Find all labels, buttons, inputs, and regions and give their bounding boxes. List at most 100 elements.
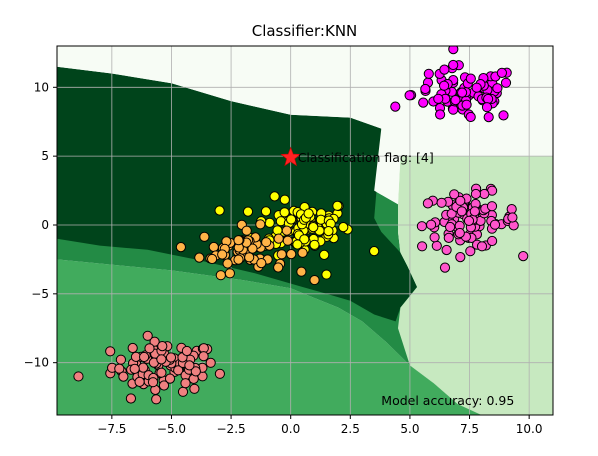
data-point-class-2 <box>255 219 266 230</box>
data-point-class-2 <box>273 233 284 244</box>
data-point-class-1 <box>269 191 280 202</box>
data-point-class-3 <box>422 198 433 209</box>
data-point-class-1 <box>214 205 225 216</box>
data-point-class-2 <box>194 252 205 263</box>
y-tick-label: −5 <box>31 287 49 301</box>
data-point-class-0 <box>127 342 138 354</box>
data-point-class-3 <box>441 244 452 256</box>
data-point <box>369 246 380 257</box>
data-point-class-1 <box>260 206 272 217</box>
data-point-class-2 <box>296 266 307 277</box>
data-point-class-2 <box>207 253 218 265</box>
data-point-class-0 <box>114 363 125 374</box>
data-point-class-4 <box>448 104 459 115</box>
data-point-class-4 <box>448 46 459 55</box>
data-point-class-1 <box>332 200 343 211</box>
query-point-star <box>280 146 302 167</box>
data-point-class-1 <box>264 217 275 228</box>
data-point-class-2 <box>241 225 252 236</box>
data-point <box>321 269 332 280</box>
data-point-class-0 <box>164 373 176 384</box>
data-point-class-3 <box>456 206 467 217</box>
data-point-class-1 <box>308 222 319 233</box>
data-point-class-0 <box>156 367 167 378</box>
x-tick-label: −5.0 <box>157 422 186 436</box>
data-point-class-2 <box>222 258 233 269</box>
data-point-class-4 <box>420 83 431 95</box>
data-point-class-0 <box>198 351 209 362</box>
x-tick-label: −2.5 <box>217 422 246 436</box>
data-point-class-3 <box>476 241 488 252</box>
data-point-class-4 <box>418 97 429 108</box>
data-point-class-4 <box>457 87 468 98</box>
axes-frame <box>56 45 554 416</box>
data-point-class-4 <box>439 64 450 75</box>
plot-area <box>57 46 553 415</box>
data-point-class-1 <box>279 207 290 218</box>
data-point-class-3 <box>455 252 466 263</box>
data-point-class-4 <box>450 95 461 106</box>
data-point-class-3 <box>417 241 428 252</box>
data-point-class-2 <box>215 270 226 281</box>
data-point-class-0 <box>214 368 225 379</box>
data-point-class-3 <box>486 201 498 212</box>
data-point-class-3 <box>479 188 490 200</box>
data-point-class-3 <box>429 232 440 243</box>
data-point <box>73 371 84 382</box>
data-point-class-0 <box>205 357 216 368</box>
data-point-class-1 <box>292 239 303 250</box>
data-point-class-4 <box>435 109 446 120</box>
data-point-class-1 <box>303 208 314 219</box>
data-point-class-4 <box>465 111 476 123</box>
data-point-class-3 <box>445 221 456 233</box>
data-point-class-1 <box>319 249 330 260</box>
classification-flag-label: Classification flag: [4] <box>298 150 434 165</box>
data-point-class-3 <box>454 227 465 239</box>
data-point-class-2 <box>199 231 210 242</box>
data-point-class-2 <box>247 243 258 254</box>
data-point-class-4 <box>404 90 415 101</box>
data-point-class-0 <box>118 371 129 382</box>
data-point-class-2 <box>286 249 297 260</box>
data-point-class-0 <box>139 351 150 363</box>
data-point-class-2 <box>256 258 267 269</box>
data-point-class-0 <box>115 354 127 365</box>
data-point-class-3 <box>489 219 501 230</box>
data-point-class-1 <box>323 226 334 237</box>
data-point-class-4 <box>471 82 482 93</box>
data-point-class-1 <box>279 194 290 205</box>
data-point-class-3 <box>426 219 437 230</box>
data-point-class-4 <box>433 93 444 104</box>
x-tick-label: 10.0 <box>516 422 543 436</box>
data-point-class-0 <box>147 377 159 388</box>
data-point-class-3 <box>416 221 427 232</box>
data-point-class-1 <box>299 234 310 245</box>
data-point-class-2 <box>276 249 287 260</box>
data-point-class-4 <box>483 93 494 105</box>
data-point-class-1 <box>242 206 254 217</box>
data-point-class-3 <box>439 262 451 273</box>
data-point-class-2 <box>233 235 244 246</box>
data-point-class-4 <box>461 99 472 110</box>
data-point-class-3 <box>449 189 460 200</box>
data-point-class-0 <box>156 354 167 365</box>
x-axis: −7.5 −5.0 −2.5 0.0 2.5 5.0 7.5 10.0 <box>97 415 543 436</box>
data-point-class-0 <box>177 386 189 397</box>
data-point-class-0 <box>184 360 195 371</box>
data-point-class-0 <box>189 383 200 394</box>
data-point-class-3 <box>507 212 518 223</box>
data-point-class-3 <box>463 215 475 226</box>
data-point-class-0 <box>173 365 184 376</box>
data-point-class-0 <box>142 330 153 341</box>
data-point-class-0 <box>149 336 160 347</box>
data-point-class-0 <box>105 346 116 357</box>
data-point-class-4 <box>500 77 512 88</box>
data-point-class-2 <box>282 235 293 246</box>
data-point-class-2 <box>175 242 186 253</box>
data-point-class-2 <box>224 268 235 279</box>
data-point-class-3 <box>470 188 481 200</box>
data-point-class-0 <box>129 363 140 374</box>
data-point-class-0 <box>158 380 170 391</box>
data-point-class-1 <box>286 214 297 225</box>
data-point-class-4 <box>423 68 434 79</box>
